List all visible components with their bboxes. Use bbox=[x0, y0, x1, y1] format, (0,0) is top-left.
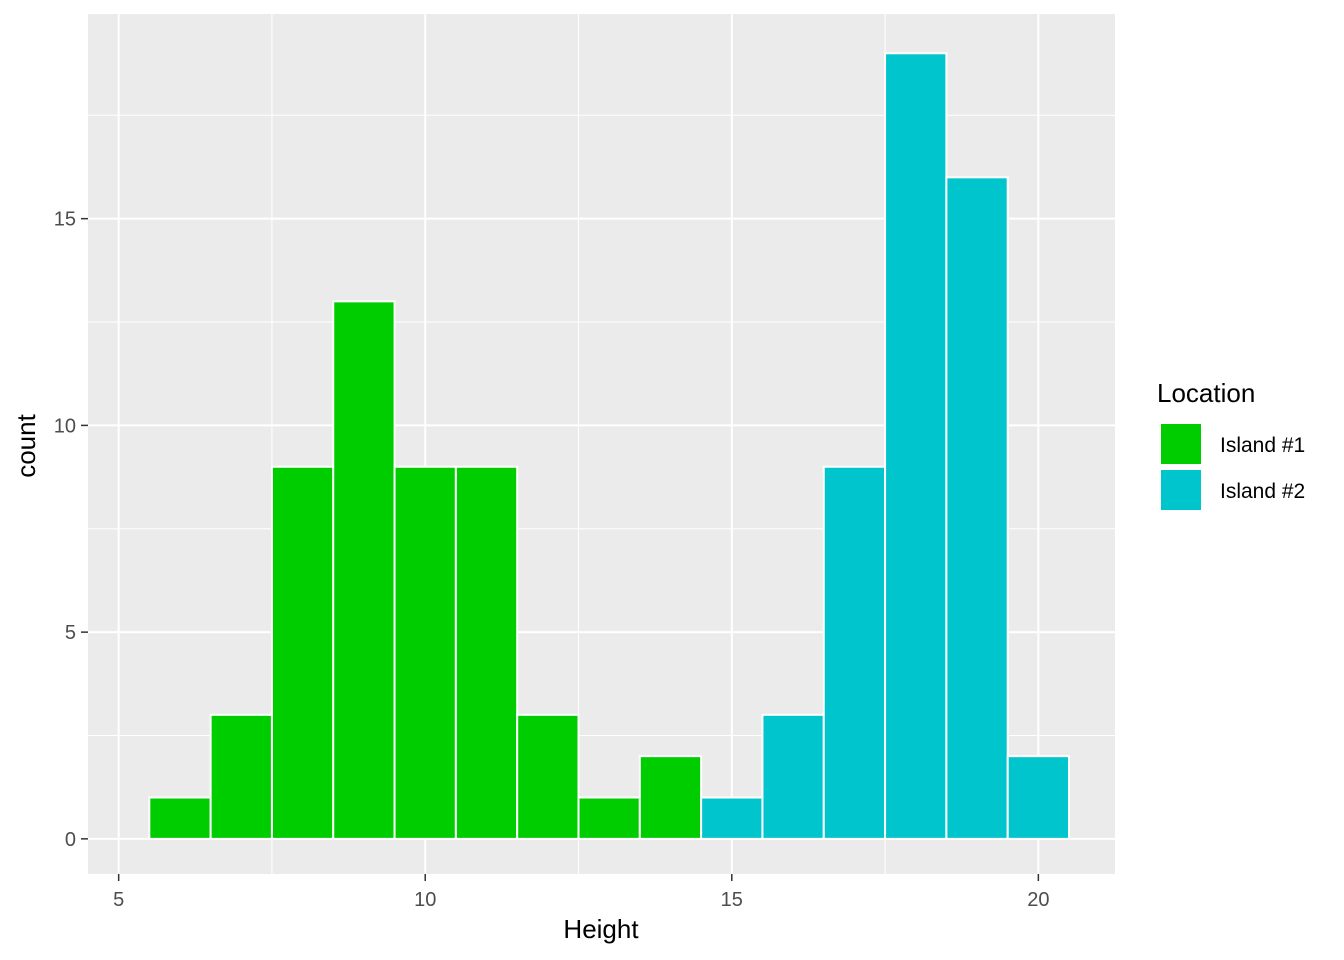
histogram-bar bbox=[454, 465, 519, 840]
histogram-bar bbox=[393, 465, 457, 840]
y-axis-title: count bbox=[11, 413, 41, 477]
y-tick-label: 10 bbox=[54, 415, 76, 437]
x-axis: 5 10 15 20 bbox=[113, 874, 1049, 911]
histogram-bar bbox=[148, 796, 212, 840]
y-tick-label: 15 bbox=[54, 209, 76, 231]
histogram-bar bbox=[638, 755, 703, 840]
y-tick-label: 5 bbox=[65, 622, 76, 644]
histogram-bar bbox=[945, 176, 1009, 840]
bars bbox=[148, 52, 1071, 840]
legend-label: Island #1 bbox=[1220, 434, 1305, 457]
x-tick-label: 5 bbox=[113, 889, 124, 911]
x-axis-title: Height bbox=[563, 914, 639, 944]
legend-swatch bbox=[1159, 422, 1203, 466]
y-axis: 0 5 10 15 bbox=[54, 209, 88, 851]
histogram-bar bbox=[761, 713, 825, 840]
histogram-bar bbox=[270, 465, 335, 840]
legend: Location Island #1 Island #2 bbox=[1157, 378, 1305, 512]
histogram-bar bbox=[332, 300, 396, 840]
histogram-bar bbox=[884, 52, 948, 840]
x-tick-label: 15 bbox=[721, 889, 743, 911]
histogram-bar bbox=[577, 796, 641, 840]
histogram-bar bbox=[822, 465, 887, 840]
y-tick-label: 0 bbox=[65, 829, 76, 851]
x-tick-label: 20 bbox=[1027, 889, 1049, 911]
legend-title: Location bbox=[1157, 378, 1255, 408]
legend-swatch bbox=[1159, 468, 1203, 512]
histogram-bar bbox=[1006, 755, 1071, 840]
x-tick-label: 10 bbox=[414, 889, 436, 911]
histogram-bar bbox=[700, 796, 764, 840]
histogram-bar bbox=[209, 713, 273, 840]
legend-label: Island #2 bbox=[1220, 480, 1305, 503]
histogram-bar bbox=[516, 713, 580, 840]
